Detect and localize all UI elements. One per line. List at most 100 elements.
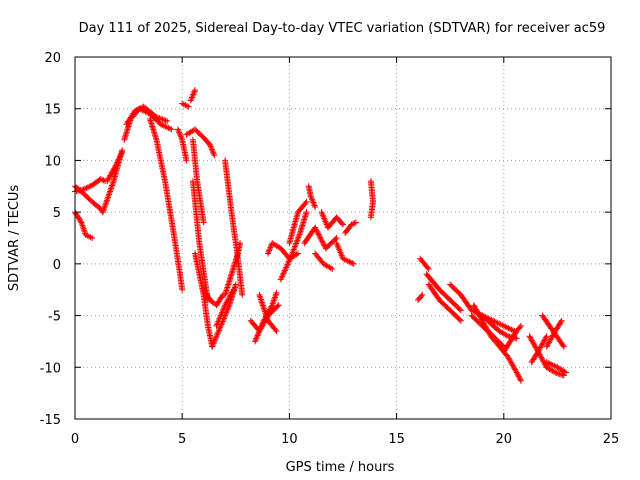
track-31 xyxy=(333,240,357,267)
data-point xyxy=(254,332,261,339)
data-point xyxy=(318,237,325,244)
data-point xyxy=(209,343,216,350)
track-37 xyxy=(425,281,464,324)
data-point xyxy=(319,239,326,246)
data-point xyxy=(213,333,220,340)
data-point xyxy=(556,371,563,378)
data-point xyxy=(503,332,510,339)
data-point xyxy=(103,197,110,204)
data-point xyxy=(215,318,222,325)
data-point xyxy=(559,372,566,379)
data-point xyxy=(268,303,275,310)
data-point xyxy=(517,322,524,329)
track-09 xyxy=(174,126,190,164)
data-point xyxy=(367,214,374,221)
data-point xyxy=(108,184,115,191)
data-point xyxy=(190,91,197,98)
track-07 xyxy=(123,103,171,128)
track-20 xyxy=(222,240,244,298)
data-point xyxy=(107,188,114,195)
data-point xyxy=(312,203,319,210)
data-points xyxy=(72,87,569,384)
data-point xyxy=(104,195,111,202)
data-point xyxy=(457,317,464,324)
data-point xyxy=(216,315,223,322)
data-point xyxy=(106,189,113,196)
track-18 xyxy=(213,286,237,329)
data-point xyxy=(283,262,290,269)
data-point xyxy=(192,87,199,94)
data-point xyxy=(350,260,357,267)
data-point xyxy=(309,198,316,205)
data-point xyxy=(310,201,317,208)
data-point xyxy=(220,306,227,313)
data-point xyxy=(118,150,125,157)
data-point xyxy=(109,181,116,188)
data-point xyxy=(214,319,221,326)
data-point xyxy=(267,244,274,251)
data-point xyxy=(221,303,228,310)
data-point xyxy=(200,219,207,226)
track-48 xyxy=(543,364,567,379)
y-tick-label: 20 xyxy=(44,51,61,66)
data-point xyxy=(97,176,104,183)
data-point xyxy=(514,370,521,377)
data-point xyxy=(104,194,111,201)
x-tick-label: 0 xyxy=(71,432,79,447)
y-tick-label: 10 xyxy=(44,154,61,169)
chart-title: Day 111 of 2025, Sidereal Day-to-day VTE… xyxy=(79,21,606,36)
data-point xyxy=(456,316,463,323)
data-point xyxy=(215,327,222,334)
data-point xyxy=(266,246,273,253)
data-point xyxy=(279,273,286,280)
data-point xyxy=(187,97,194,104)
x-tick-label: 10 xyxy=(281,432,298,447)
data-point xyxy=(253,333,260,340)
data-point xyxy=(255,331,262,338)
data-point xyxy=(329,266,336,273)
data-point xyxy=(108,185,115,192)
data-point xyxy=(211,152,218,159)
data-point xyxy=(216,325,223,332)
data-point xyxy=(189,93,196,100)
data-point xyxy=(285,258,292,265)
track-11 xyxy=(187,87,199,104)
data-point xyxy=(209,342,216,349)
data-point xyxy=(183,157,190,164)
axis-ticks: 0 5 10 15 20 25 20 15 10 5 0 -5 -10 -15 xyxy=(40,51,620,447)
x-tick-label: 15 xyxy=(388,432,405,447)
data-point xyxy=(256,326,263,333)
track-26 xyxy=(286,198,310,247)
y-tick-label: -15 xyxy=(40,413,61,428)
data-point xyxy=(214,331,221,338)
data-point xyxy=(278,274,285,281)
track-40 xyxy=(468,312,507,350)
data-point xyxy=(561,368,568,375)
data-point xyxy=(119,149,126,156)
data-point xyxy=(294,250,301,257)
data-point xyxy=(208,144,215,151)
data-point xyxy=(273,289,280,296)
data-point xyxy=(260,319,267,326)
data-point xyxy=(258,322,265,329)
data-point xyxy=(313,227,320,234)
data-point xyxy=(543,333,550,340)
data-point xyxy=(552,369,559,376)
data-point xyxy=(286,257,293,264)
data-point xyxy=(176,130,183,137)
data-point xyxy=(239,291,246,298)
data-point xyxy=(210,150,217,157)
data-point xyxy=(217,324,224,331)
data-point xyxy=(332,236,339,243)
data-point xyxy=(105,192,112,199)
track-33 xyxy=(367,178,377,221)
data-point xyxy=(553,369,560,376)
data-point xyxy=(349,260,356,267)
data-point xyxy=(558,317,565,324)
data-point xyxy=(314,230,321,237)
plot-border xyxy=(74,56,612,420)
data-point xyxy=(516,324,523,331)
data-point xyxy=(211,337,218,344)
data-point xyxy=(207,141,214,148)
data-point xyxy=(513,335,520,342)
